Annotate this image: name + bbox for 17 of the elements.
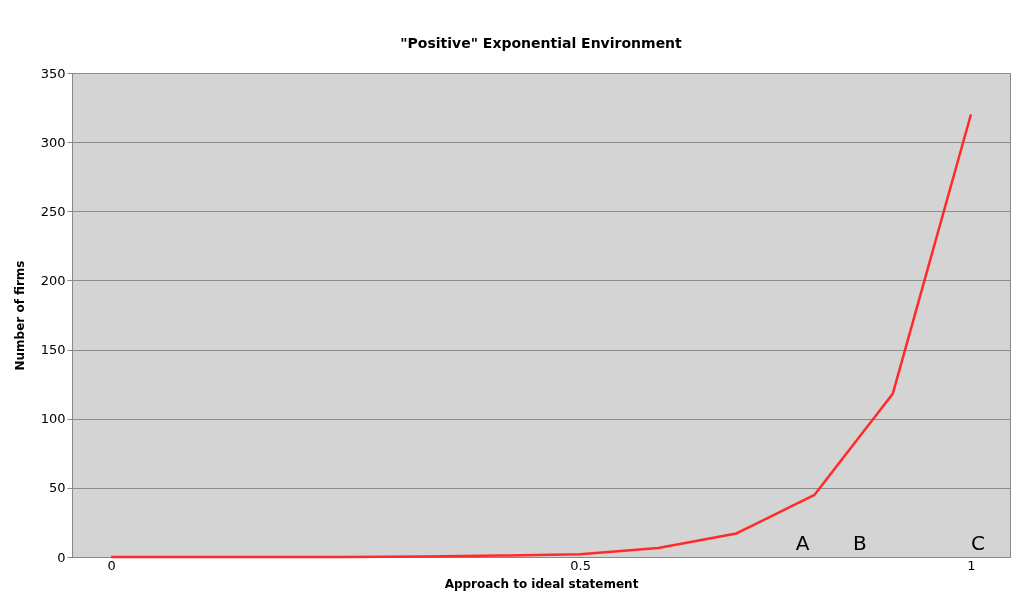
y-tick-label: 200	[40, 272, 66, 288]
x-axis-title: Approach to ideal statement	[444, 576, 639, 591]
chart-title: "Positive" Exponential Environment	[400, 35, 683, 51]
y-tick-label: 250	[40, 203, 66, 219]
x-tick-label: 1	[967, 557, 976, 573]
annotation: C	[971, 531, 986, 555]
x-tick-label: 0	[107, 557, 116, 573]
annotation: A	[795, 531, 810, 555]
y-tick-label: 350	[40, 65, 66, 81]
y-tick-label: 300	[40, 134, 66, 150]
x-tick-label: 0.5	[570, 557, 591, 573]
annotation: B	[853, 531, 867, 555]
y-tick-label: 50	[48, 480, 66, 496]
y-tick-label: 100	[40, 411, 66, 427]
y-axis-title: Number of firms	[12, 260, 27, 371]
line-series	[109, 113, 973, 559]
y-tick-label: 150	[40, 342, 66, 358]
